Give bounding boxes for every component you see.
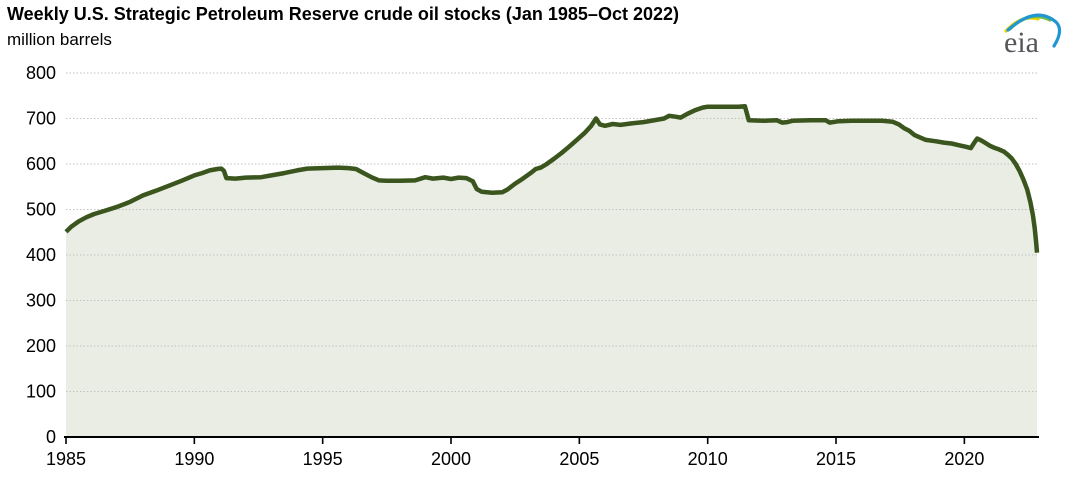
series-area-fill bbox=[66, 106, 1037, 437]
x-tick-label-1990: 1990 bbox=[174, 449, 214, 469]
chart-title: Weekly U.S. Strategic Petroleum Reserve … bbox=[7, 4, 679, 24]
y-tick-label-400: 400 bbox=[26, 245, 56, 265]
x-tick-label-2015: 2015 bbox=[816, 449, 856, 469]
x-tick-label-2000: 2000 bbox=[431, 449, 471, 469]
x-axis-ticks bbox=[65, 437, 966, 444]
y-tick-label-500: 500 bbox=[26, 200, 56, 220]
x-tick-label-2005: 2005 bbox=[559, 449, 599, 469]
x-tick-label-1985: 1985 bbox=[46, 449, 86, 469]
series-line bbox=[64, 103, 1040, 253]
eia-logo-text: eia bbox=[1004, 26, 1039, 59]
x-axis-labels: 1985 1990 1995 2000 2005 2010 2015 2020 bbox=[46, 449, 984, 469]
chart-y-axis-units-label: million barrels bbox=[7, 30, 112, 49]
y-tick-label-200: 200 bbox=[26, 336, 56, 356]
x-tick-label-2020: 2020 bbox=[944, 449, 984, 469]
y-tick-label-600: 600 bbox=[26, 154, 56, 174]
y-tick-label-100: 100 bbox=[26, 382, 56, 402]
y-axis-labels: 0 100 200 300 400 500 600 700 800 bbox=[26, 63, 56, 447]
x-tick-label-1995: 1995 bbox=[303, 449, 343, 469]
x-tick-label-2010: 2010 bbox=[688, 449, 728, 469]
y-tick-label-0: 0 bbox=[46, 427, 56, 447]
eia-logo: eia bbox=[1004, 13, 1062, 59]
gridlines-overlay bbox=[66, 72, 1037, 392]
y-tick-label-800: 800 bbox=[26, 63, 56, 83]
y-tick-label-700: 700 bbox=[26, 109, 56, 129]
y-tick-label-300: 300 bbox=[26, 291, 56, 311]
eia-logo-swoosh-blue-icon bbox=[1006, 13, 1062, 48]
